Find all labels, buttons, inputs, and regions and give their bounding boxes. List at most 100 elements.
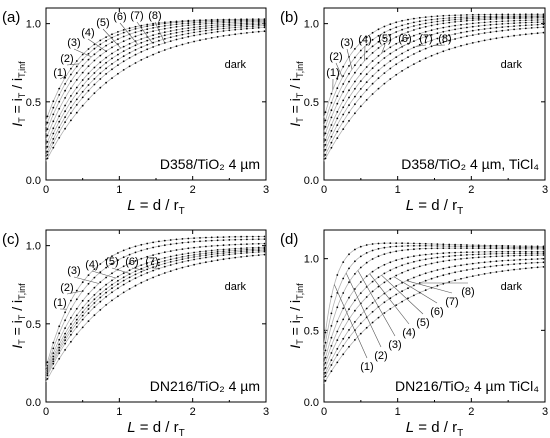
- data-point: [181, 253, 184, 256]
- data-point: [542, 248, 545, 250]
- data-point: [122, 279, 125, 282]
- data-point: [489, 244, 492, 247]
- data-point: [222, 239, 225, 242]
- data-point: [342, 292, 345, 294]
- x-tick-label: 0: [321, 406, 327, 418]
- data-point: [93, 298, 96, 301]
- data-point: [210, 26, 213, 29]
- series-3: [45, 242, 266, 373]
- data-point: [489, 15, 492, 18]
- data-point: [342, 277, 345, 280]
- data-point: [52, 367, 55, 370]
- data-point: [240, 250, 243, 253]
- data-point: [240, 247, 243, 250]
- data-point: [336, 78, 339, 80]
- data-point: [199, 39, 201, 42]
- data-point: [228, 244, 231, 246]
- data-point: [471, 253, 474, 256]
- data-point: [105, 36, 107, 38]
- y-tick-label: 1.0: [26, 19, 41, 31]
- data-point: [257, 249, 260, 252]
- data-point: [70, 323, 72, 325]
- data-point: [359, 49, 362, 52]
- data-point: [163, 262, 166, 265]
- data-point: [466, 23, 468, 25]
- data-point: [169, 261, 172, 263]
- data-point: [383, 281, 386, 284]
- data-point: [342, 353, 345, 356]
- data-point: [501, 255, 504, 257]
- data-point: [483, 273, 486, 275]
- data-point: [87, 52, 90, 55]
- data-point: [169, 33, 172, 35]
- data-point: [401, 271, 403, 274]
- data-point: [70, 67, 72, 70]
- data-point: [436, 20, 439, 23]
- data-point: [330, 364, 333, 366]
- data-point: [536, 17, 539, 19]
- data-point: [359, 88, 362, 90]
- data-point: [401, 249, 403, 252]
- data-point: [336, 124, 339, 126]
- data-point: [495, 250, 498, 253]
- data-point: [193, 258, 196, 261]
- data-point: [342, 261, 345, 263]
- data-point: [64, 349, 66, 351]
- data-point: [234, 256, 237, 259]
- data-point: [175, 29, 178, 31]
- panel-annotation: D358/TiO₂ 4 µm: [160, 156, 260, 172]
- data-point: [111, 41, 113, 44]
- data-point: [134, 277, 137, 280]
- data-point: [175, 242, 178, 245]
- data-point: [483, 244, 486, 247]
- data-point: [134, 284, 137, 287]
- data-point: [58, 325, 61, 328]
- data-point: [324, 356, 327, 359]
- data-point: [193, 23, 196, 26]
- data-point: [524, 33, 527, 36]
- data-point: [513, 19, 515, 22]
- data-point: [58, 136, 61, 139]
- data-point: [436, 15, 439, 17]
- data-point: [324, 331, 327, 334]
- data-point: [111, 291, 113, 294]
- data-point: [146, 248, 149, 250]
- data-point: [93, 53, 96, 56]
- data-point: [263, 30, 266, 33]
- data-point: [513, 34, 515, 37]
- data-point: [389, 269, 392, 272]
- series-8: [323, 26, 546, 159]
- data-point: [210, 236, 213, 239]
- data-point: [489, 255, 492, 258]
- x-tick-label: 1: [395, 406, 401, 418]
- data-point: [542, 257, 545, 260]
- data-point: [140, 51, 143, 53]
- series-2: [323, 244, 545, 352]
- data-point: [46, 150, 49, 153]
- data-point: [128, 37, 131, 40]
- data-point: [448, 17, 451, 19]
- data-point: [175, 45, 178, 48]
- data-point: [52, 358, 55, 360]
- data-point: [395, 293, 398, 296]
- data-point: [495, 252, 498, 255]
- data-point: [383, 57, 386, 59]
- data-point: [193, 237, 196, 240]
- data-point: [93, 59, 96, 62]
- series-7: [323, 23, 545, 154]
- data-point: [477, 251, 480, 253]
- panel-label: (b): [280, 9, 298, 26]
- y-tick-label: 0.5: [304, 97, 319, 109]
- data-point: [93, 276, 96, 279]
- data-point: [158, 25, 160, 28]
- data-point: [336, 339, 339, 341]
- data-point: [401, 24, 403, 27]
- data-point: [251, 20, 254, 23]
- data-point: [442, 282, 445, 285]
- data-point: [436, 275, 439, 278]
- data-point: [324, 154, 327, 156]
- data-point: [389, 39, 392, 42]
- data-point: [146, 255, 149, 258]
- data-point: [87, 58, 90, 61]
